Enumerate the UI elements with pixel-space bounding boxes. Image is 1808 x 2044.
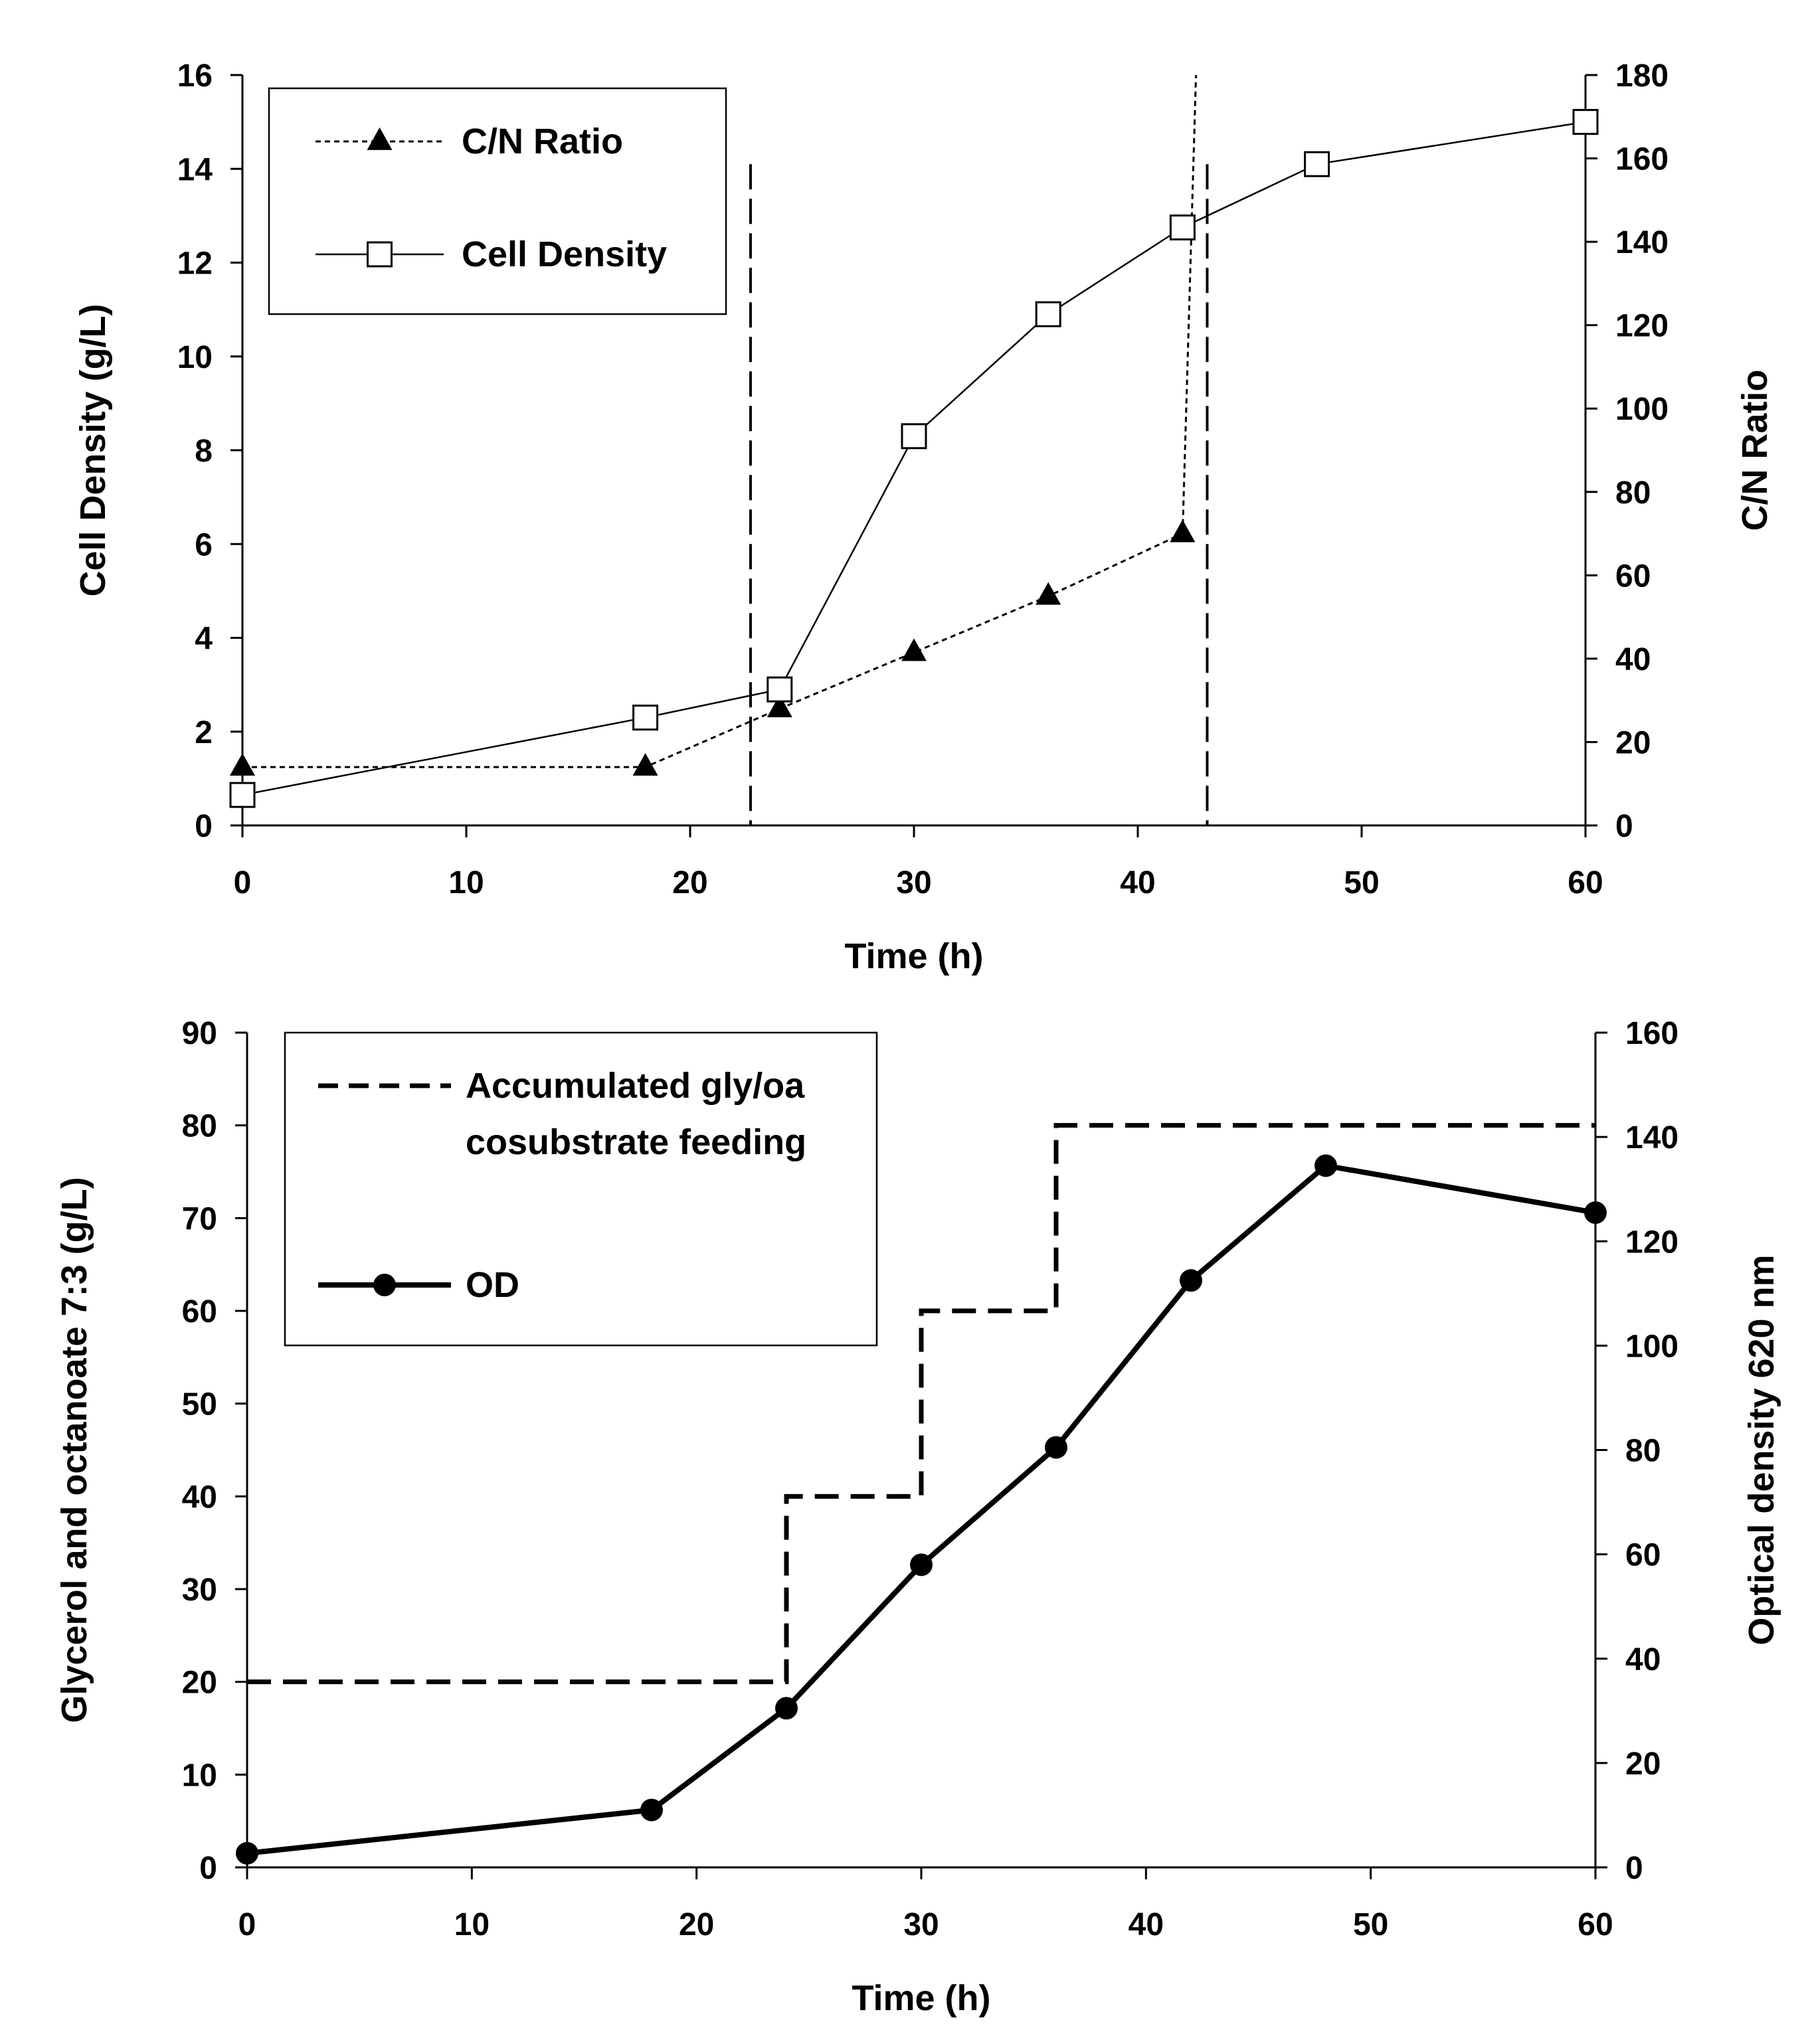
- x-tick-label: 40: [1120, 865, 1155, 900]
- legend-marker-od: [373, 1274, 396, 1296]
- right-y-tick-label: 60: [1625, 1538, 1661, 1573]
- series-line-od: [246, 1163, 1596, 1856]
- x-tick-label: 40: [1129, 1907, 1164, 1942]
- x-tick-label: 60: [1578, 1907, 1613, 1942]
- data-point-c-n-ratio: [1036, 582, 1061, 605]
- right-y-tick-label: 120: [1625, 1225, 1678, 1260]
- data-point-od: [640, 1798, 663, 1822]
- left-y-tick-label: 40: [182, 1480, 217, 1515]
- right-y-tick-label: 140: [1615, 225, 1669, 260]
- right-y-tick-label: 0: [1615, 809, 1633, 844]
- right-y-tick-label: 40: [1625, 1642, 1661, 1677]
- right-y-tick-label: 100: [1625, 1329, 1678, 1364]
- left-y-axis-title: Cell Density (g/L): [73, 303, 113, 596]
- left-y-tick-label: 70: [182, 1201, 217, 1236]
- right-y-axis-title: C/N Ratio: [1735, 370, 1775, 531]
- data-point-c-n-ratio: [1170, 519, 1196, 543]
- right-y-tick-label: 80: [1615, 475, 1651, 511]
- legend-marker-cell-density: [367, 241, 393, 268]
- right-y-tick-label: 140: [1625, 1120, 1678, 1155]
- right-y-tick-label: 120: [1615, 309, 1669, 344]
- data-point-od: [1045, 1436, 1067, 1459]
- x-tick-label: 30: [896, 865, 931, 900]
- data-point-od: [775, 1697, 798, 1720]
- x-tick-label: 0: [238, 1907, 256, 1942]
- x-tick-label: 50: [1353, 1907, 1388, 1942]
- data-point-od: [236, 1841, 258, 1865]
- right-y-tick-label: 20: [1625, 1746, 1661, 1782]
- right-y-tick-label: 60: [1615, 558, 1651, 594]
- left-y-tick-label: 4: [195, 622, 213, 657]
- x-tick-label: 50: [1344, 865, 1379, 900]
- top-chart: 0 10 20 30 40 50 60024681012141602040608010012…: [73, 58, 1775, 976]
- left-y-tick-label: 90: [182, 1016, 217, 1051]
- data-point-od: [910, 1553, 933, 1576]
- series-line-accumulated-gly-oa-cosubstrate-feeding: [247, 1123, 1595, 1685]
- data-point-cell-density: [1304, 151, 1330, 177]
- right-y-tick-label: 20: [1615, 725, 1651, 760]
- left-y-tick-label: 30: [182, 1573, 217, 1608]
- data-point-cell-density: [229, 782, 256, 808]
- legend-label-cell-density: Cell Density: [462, 234, 667, 274]
- data-point-od: [1584, 1201, 1607, 1225]
- bottom-chart: 0 10 20 30 40 50 60 0 10 20 30 40 50 60 70 80 90 0 20 40 60 8…: [54, 1016, 1781, 2018]
- x-tick-label: 30: [903, 1907, 939, 1942]
- x-tick-label: 0: [234, 865, 252, 900]
- left-y-tick-label: 12: [177, 246, 213, 282]
- data-point-cell-density: [901, 423, 927, 450]
- series-line-cell-density: [242, 121, 1586, 796]
- left-y-tick-label: 60: [182, 1294, 217, 1329]
- left-y-axis-title: Glycerol and octanoate 7:3 (g/L): [54, 1177, 94, 1723]
- data-point-cell-density: [1169, 214, 1196, 241]
- left-y-tick-label: 20: [182, 1665, 217, 1701]
- left-y-tick-label: 50: [182, 1387, 217, 1422]
- right-y-tick-label: 160: [1625, 1016, 1678, 1051]
- left-y-tick-label: 0: [199, 1851, 217, 1886]
- x-axis-title: Time (h): [852, 1978, 990, 2018]
- data-point-cell-density: [1035, 301, 1061, 327]
- legend-box: [268, 87, 727, 315]
- x-tick-label: 10: [448, 865, 484, 900]
- x-axis-title: Time (h): [844, 936, 983, 976]
- right-y-tick-label: 100: [1615, 392, 1669, 427]
- right-y-tick-label: 0: [1625, 1851, 1643, 1886]
- series-tail-c-n-ratio: [1181, 74, 1198, 534]
- data-point-od: [1180, 1269, 1202, 1292]
- data-point-c-n-ratio: [767, 695, 792, 718]
- right-y-tick-label: 160: [1615, 142, 1669, 177]
- left-y-tick-label: 2: [195, 715, 213, 750]
- right-y-axis-title: Optical density 620 nm: [1742, 1254, 1781, 1645]
- data-point-cell-density: [632, 705, 659, 731]
- data-point-c-n-ratio: [632, 753, 658, 776]
- right-y-tick-label: 180: [1615, 58, 1669, 94]
- x-tick-label: 10: [454, 1907, 490, 1942]
- left-y-tick-label: 80: [182, 1109, 217, 1144]
- x-tick-label: 60: [1568, 865, 1603, 900]
- left-y-tick-label: 10: [182, 1758, 217, 1793]
- legend-label-c-n-ratio: C/N Ratio: [462, 122, 623, 161]
- left-y-tick-label: 10: [177, 340, 213, 375]
- x-tick-label: 20: [679, 1907, 714, 1942]
- data-point-od: [1314, 1154, 1337, 1177]
- left-y-tick-label: 14: [177, 152, 213, 187]
- right-y-tick-label: 40: [1615, 642, 1651, 677]
- left-y-tick-label: 8: [195, 434, 213, 469]
- left-y-tick-label: 16: [177, 58, 213, 94]
- data-point-cell-density: [767, 676, 793, 703]
- legend-label-od: OD: [466, 1265, 519, 1305]
- left-y-tick-label: 6: [195, 527, 213, 562]
- data-point-c-n-ratio: [230, 753, 255, 776]
- x-tick-label: 20: [672, 865, 707, 900]
- legend-marker-c-n-ratio: [367, 127, 393, 150]
- series-line-c-n-ratio: [242, 533, 1184, 768]
- legend-label-accumulated-gly-oa-cosubstrate-feeding: cosubstrate feeding: [466, 1122, 806, 1162]
- data-point-cell-density: [1572, 109, 1599, 135]
- right-y-tick-label: 80: [1625, 1434, 1661, 1469]
- legend-label-accumulated-gly-oa-cosubstrate-feeding: Accumulated gly/oa: [466, 1066, 805, 1106]
- data-point-c-n-ratio: [901, 638, 927, 661]
- left-y-tick-label: 0: [195, 809, 213, 844]
